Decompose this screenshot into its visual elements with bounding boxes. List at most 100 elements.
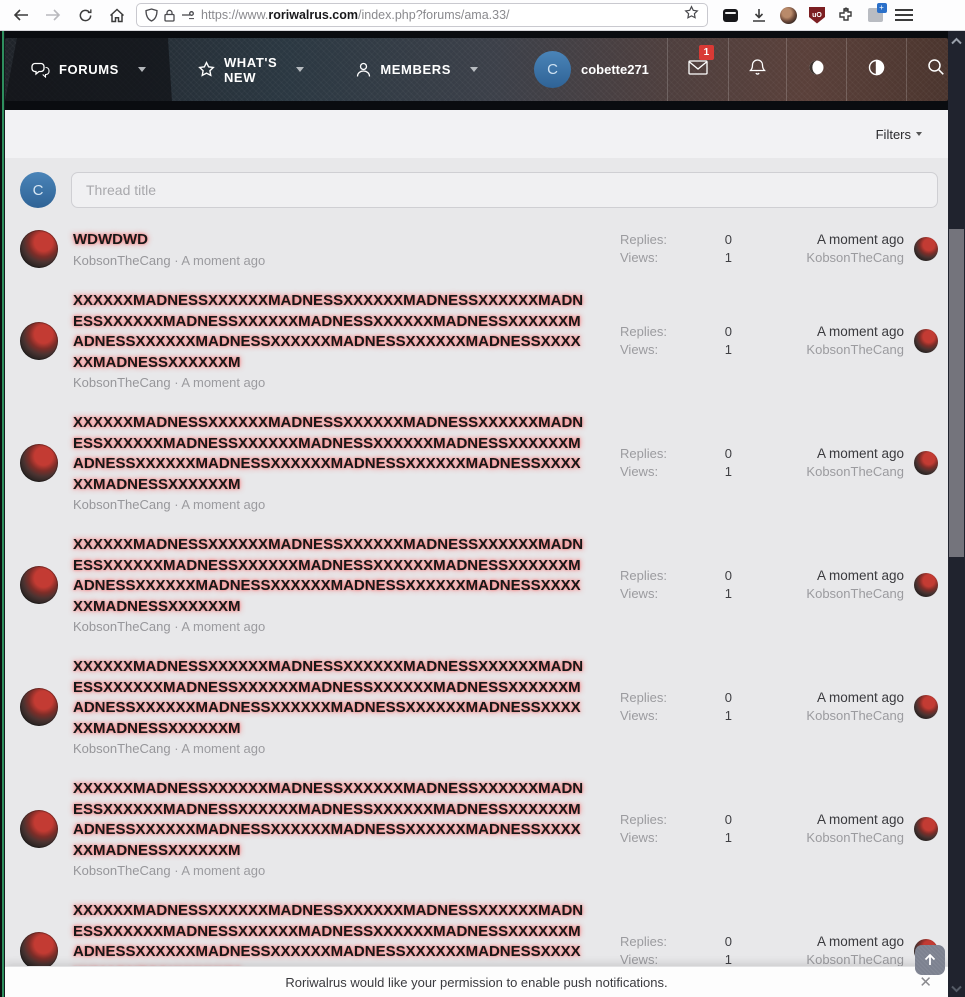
chevron-down-icon[interactable] xyxy=(137,67,146,72)
last-post-time-link[interactable]: A moment ago xyxy=(816,445,904,461)
permissions-icon[interactable] xyxy=(181,10,195,20)
last-post-author-link[interactable]: KobsonTheCang xyxy=(806,707,904,723)
nav-tab-members[interactable]: MEMBERS xyxy=(330,38,504,101)
conversations-button[interactable]: 1 xyxy=(666,38,728,101)
alerts-button[interactable] xyxy=(727,38,786,101)
thread-author-avatar[interactable] xyxy=(20,931,58,970)
sidebar-extension-icon[interactable] xyxy=(720,5,740,25)
last-post-time-link[interactable]: A moment ago xyxy=(816,232,904,247)
thread-title-link[interactable]: XXXXXXMADNESSXXXXXXMADNESSXXXXXXMADNESSX… xyxy=(73,658,584,737)
user-avatar[interactable]: C xyxy=(533,51,571,88)
last-poster-avatar[interactable] xyxy=(914,816,938,841)
views-label: Views: xyxy=(620,707,659,723)
last-poster-avatar[interactable] xyxy=(914,237,938,261)
thread-author-avatar[interactable] xyxy=(20,321,58,360)
home-button[interactable] xyxy=(104,3,130,27)
arrow-up-icon xyxy=(924,953,936,965)
last-post-time-link[interactable]: A moment ago xyxy=(816,323,904,339)
last-post-time-link[interactable]: A moment ago xyxy=(816,811,904,827)
thread-row: XXXXXXMADNESSXXXXXXMADNESSXXXXXXMADNESSX… xyxy=(20,535,938,634)
thread-author-avatar[interactable] xyxy=(20,230,58,268)
search-button[interactable] xyxy=(905,38,965,101)
thread-author-link[interactable]: KobsonTheCang xyxy=(73,497,171,512)
thread-byline: KobsonTheCang · A moment ago xyxy=(73,497,266,512)
nav-tab-label: MEMBERS xyxy=(380,62,451,77)
page-scrollbar[interactable] xyxy=(948,31,965,997)
thread-title-link[interactable]: WDWDWD xyxy=(73,231,148,249)
thread-title-link[interactable]: XXXXXXMADNESSXXXXXXMADNESSXXXXXXMADNESSX… xyxy=(73,536,584,615)
scrollbar-thumb[interactable] xyxy=(949,229,964,557)
thread-author-avatar[interactable] xyxy=(20,565,58,604)
nav-tab-whats-new[interactable]: WHAT'S NEW xyxy=(172,38,330,101)
lock-icon[interactable] xyxy=(164,9,175,22)
last-post-time-link[interactable]: A moment ago xyxy=(816,567,904,583)
thread-author-link[interactable]: KobsonTheCang xyxy=(73,741,171,756)
forward-button[interactable] xyxy=(40,3,66,27)
thread-title-link[interactable]: XXXXXXMADNESSXXXXXXMADNESSXXXXXXMADNESSX… xyxy=(73,780,584,859)
scroll-down-arrow[interactable] xyxy=(948,981,965,997)
tracking-shield-icon[interactable] xyxy=(145,8,158,22)
last-post-time-link[interactable]: A moment ago xyxy=(816,933,904,949)
thread-author-link[interactable]: KobsonTheCang xyxy=(73,375,171,390)
puzzle-extensions-icon[interactable] xyxy=(836,5,856,25)
last-post-author-link[interactable]: KobsonTheCang xyxy=(806,829,904,845)
current-user-avatar[interactable]: C xyxy=(20,172,56,208)
replies-label: Replies: xyxy=(620,933,667,949)
last-poster-avatar[interactable] xyxy=(914,694,938,719)
chevron-down-icon[interactable] xyxy=(296,67,305,72)
account-menu[interactable]: C cobette271 xyxy=(516,38,667,101)
thread-main: XXXXXXMADNESSXXXXXXMADNESSXXXXXXMADNESSX… xyxy=(73,535,585,634)
last-post-author-link[interactable]: KobsonTheCang xyxy=(806,951,904,967)
thread-row: XXXXXXMADNESSXXXXXXMADNESSXXXXXXMADNESSX… xyxy=(20,657,938,756)
nav-tab-forums[interactable]: FORUMS xyxy=(5,38,172,101)
replies-count: 0 xyxy=(724,811,732,827)
downloads-icon[interactable] xyxy=(749,5,769,25)
thread-byline: KobsonTheCang · A moment ago xyxy=(73,252,266,268)
filters-bar: Filters xyxy=(5,110,948,158)
thread-author-link[interactable]: KobsonTheCang xyxy=(73,863,171,878)
last-poster-avatar[interactable] xyxy=(914,450,938,475)
last-post-author-link[interactable]: KobsonTheCang xyxy=(806,463,904,479)
thread-author-link[interactable]: KobsonTheCang xyxy=(73,252,171,268)
star-icon xyxy=(198,61,215,78)
filters-button[interactable]: Filters xyxy=(876,127,922,142)
username: cobette271 xyxy=(580,62,649,77)
thread-title-input[interactable] xyxy=(71,172,938,208)
last-post-time-link[interactable]: A moment ago xyxy=(816,689,904,705)
thread-author-avatar[interactable] xyxy=(20,443,58,482)
last-post-author-link[interactable]: KobsonTheCang xyxy=(806,341,904,357)
thread-last-post: A moment ago KobsonTheCang xyxy=(746,323,904,359)
scroll-up-arrow[interactable] xyxy=(948,33,965,49)
views-count: 1 xyxy=(724,341,732,357)
thread-start-time: A moment ago xyxy=(181,497,266,512)
chevron-down-icon[interactable] xyxy=(469,67,478,72)
screenshot-extension-icon[interactable] xyxy=(865,3,887,25)
mail-count-badge: 1 xyxy=(698,45,714,60)
account-extension-icon[interactable] xyxy=(778,5,798,25)
back-to-top-button[interactable] xyxy=(915,945,945,975)
ublock-origin-icon[interactable]: uO xyxy=(807,5,827,25)
thread-author-avatar[interactable] xyxy=(20,687,58,726)
contrast-toggle[interactable] xyxy=(845,38,906,101)
last-poster-avatar[interactable] xyxy=(914,328,938,353)
thread-title-link[interactable]: XXXXXXMADNESSXXXXXXMADNESSXXXXXXMADNESSX… xyxy=(73,414,584,493)
last-post-author-link[interactable]: KobsonTheCang xyxy=(806,250,904,265)
bookmark-star-icon[interactable] xyxy=(684,5,699,25)
thread-start-time: A moment ago xyxy=(181,375,266,390)
dark-mode-toggle[interactable] xyxy=(785,38,846,101)
last-poster-avatar[interactable] xyxy=(914,572,938,597)
nav-tab-label: WHAT'S NEW xyxy=(223,54,278,85)
thread-author-link[interactable]: KobsonTheCang xyxy=(73,619,171,634)
thread-row: XXXXXXMADNESSXXXXXXMADNESSXXXXXXMADNESSX… xyxy=(20,291,938,390)
close-icon[interactable]: ✕ xyxy=(919,974,932,991)
thread-author-avatar[interactable] xyxy=(20,809,58,848)
reload-button[interactable] xyxy=(72,3,98,27)
views-count: 1 xyxy=(724,707,732,723)
last-post-author-link[interactable]: KobsonTheCang xyxy=(806,585,904,601)
thread-title-link[interactable]: XXXXXXMADNESSXXXXXXMADNESSXXXXXXMADNESSX… xyxy=(73,292,584,371)
thread-stats: Replies: 0 Views: 1 xyxy=(620,567,732,603)
thread-byline: KobsonTheCang · A moment ago xyxy=(73,863,266,878)
url-bar[interactable]: https://www.roriwalrus.com/index.php?for… xyxy=(136,3,708,27)
menu-button[interactable] xyxy=(895,9,913,21)
back-button[interactable] xyxy=(8,3,34,27)
